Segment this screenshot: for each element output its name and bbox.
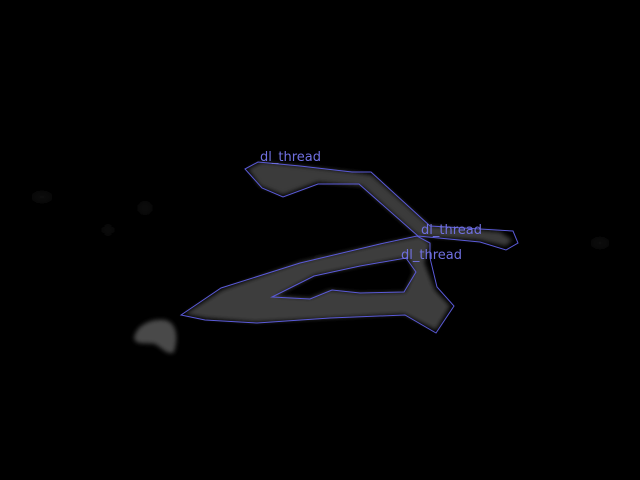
grey-blob [134, 319, 177, 354]
annotation-overlays [179, 161, 519, 334]
annotation-polygon-1 [244, 161, 519, 251]
annotation-label-2: dl_thread [421, 223, 482, 238]
annotation-polygon-3 [270, 257, 417, 300]
annotation-label-3: dl_thread [401, 248, 462, 263]
thread-shape-2 [185, 236, 450, 330]
annotation-label-1: dl_thread [260, 150, 321, 165]
annotation-polygon-2 [179, 235, 455, 334]
background-specks [32, 194, 609, 263]
thread-shape-1 [248, 162, 512, 246]
